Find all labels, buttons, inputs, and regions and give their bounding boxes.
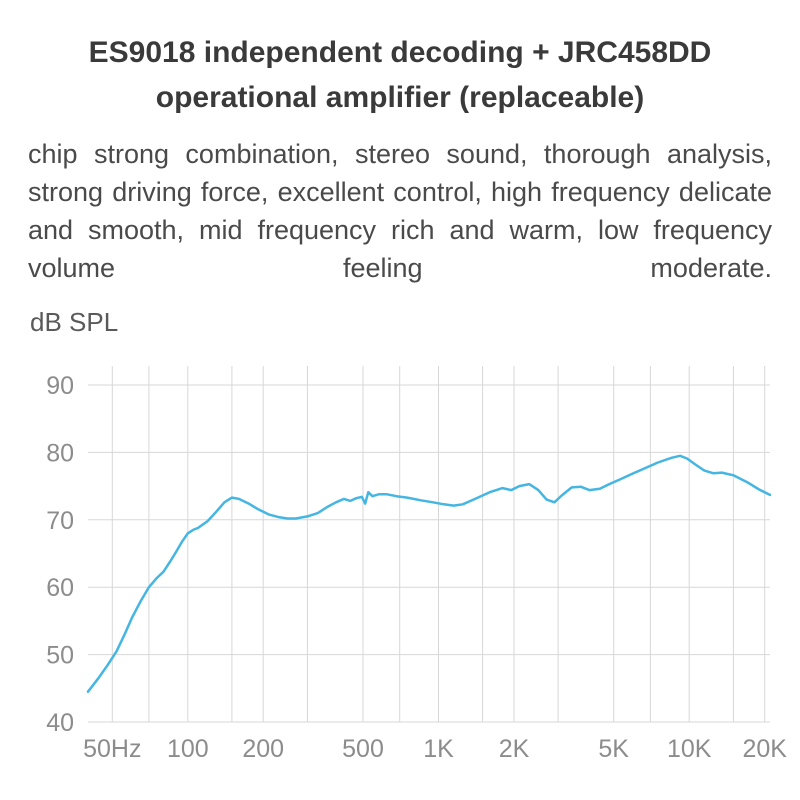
x-tick-label: 100 <box>167 735 209 763</box>
y-tick-label: 60 <box>46 574 74 602</box>
x-tick-label: 500 <box>342 735 384 763</box>
y-tick-label: 40 <box>46 709 74 737</box>
title-line-2: operational amplifier (replaceable) <box>155 81 645 114</box>
frequency-response-chart: 40 50 60 70 80 90 50Hz 100 200 500 1K 2K 5K 10K 20K <box>0 340 800 787</box>
y-axis-labels: 40 50 60 70 80 90 <box>46 372 74 737</box>
response-curve <box>86 454 772 694</box>
chart-canvas: 40 50 60 70 80 90 50Hz 100 200 500 1K 2K 5K 10K 20K <box>46 366 787 763</box>
x-tick-label: 200 <box>242 735 284 763</box>
page-title: ES9018 independent decoding + JRC458DD op… <box>22 30 778 120</box>
x-tick-label: 20K <box>742 735 787 763</box>
title-line-1: ES9018 independent decoding + JRC458DD <box>88 36 712 69</box>
grid-lines <box>88 366 770 723</box>
x-tick-label: 2K <box>499 735 530 763</box>
x-tick-label: 10K <box>667 735 712 763</box>
x-axis-labels: 50Hz 100 200 500 1K 2K 5K 10K 20K <box>83 735 787 763</box>
y-tick-label: 70 <box>46 507 74 535</box>
x-tick-label: 1K <box>423 735 454 763</box>
y-tick-label: 90 <box>46 372 74 400</box>
x-tick-label: 5K <box>598 735 629 763</box>
product-description: chip strong combination, stereo sound, t… <box>28 139 772 284</box>
chart-y-axis-title: dB SPL <box>30 307 119 338</box>
y-tick-label: 80 <box>46 440 74 468</box>
x-tick-label: 50Hz <box>83 735 141 763</box>
y-tick-label: 50 <box>46 642 74 670</box>
